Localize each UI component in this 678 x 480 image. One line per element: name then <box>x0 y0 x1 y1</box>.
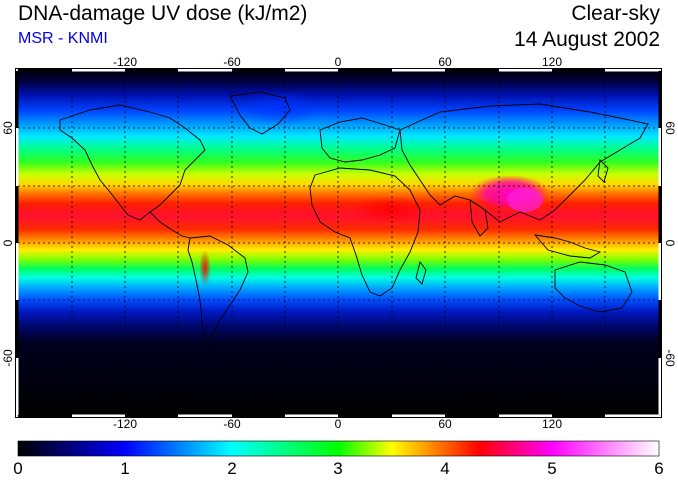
colorbar-tick-label: 0 <box>13 459 22 478</box>
map-title: DNA-damage UV dose (kJ/m2) <box>18 2 308 25</box>
lat-tick-left: -60 <box>1 349 15 367</box>
lat-tick-right: 0 <box>663 240 677 247</box>
lon-tick-bottom: -120 <box>113 417 137 431</box>
source-label: MSR - KNMI <box>18 30 108 47</box>
lon-tick-top: -120 <box>113 55 137 69</box>
colorbar-tick-label: 2 <box>227 459 236 478</box>
sky-condition-label: Clear-sky <box>571 2 660 25</box>
colorbar <box>18 441 659 456</box>
colorbar-tick-label: 4 <box>440 459 449 478</box>
colorbar-tick-label: 5 <box>547 459 556 478</box>
lat-tick-left: 0 <box>1 239 15 246</box>
lat-tick-left: 60 <box>1 121 15 135</box>
lon-tick-bottom: 60 <box>438 417 452 431</box>
colorbar-tick-label: 6 <box>654 459 663 478</box>
coastlines <box>18 91 659 403</box>
lon-tick-top: -60 <box>223 55 241 69</box>
colorbar-tick-label: 3 <box>333 459 342 478</box>
lon-tick-bottom: 120 <box>542 417 562 431</box>
colorbar-tick-label: 1 <box>120 459 129 478</box>
lon-tick-top: 60 <box>438 55 452 69</box>
lon-tick-top: 0 <box>335 55 342 69</box>
graticule <box>18 71 659 415</box>
lat-tick-right: 60 <box>663 121 677 135</box>
lat-tick-right: -60 <box>663 349 677 367</box>
lon-tick-bottom: -60 <box>223 417 241 431</box>
map-frame <box>15 68 662 418</box>
lon-tick-top: 120 <box>542 55 562 69</box>
lon-tick-bottom: 0 <box>335 417 342 431</box>
date-label: 14 August 2002 <box>514 28 660 51</box>
